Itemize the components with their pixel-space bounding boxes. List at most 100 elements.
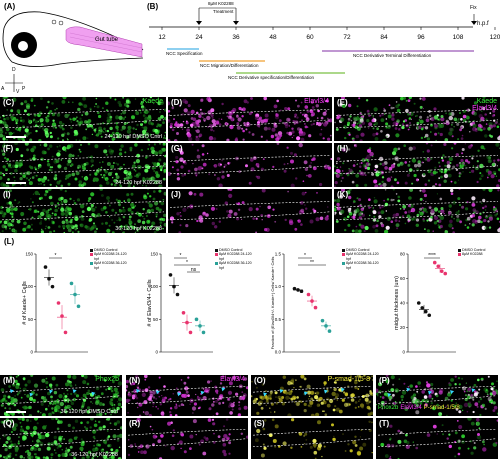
arrowhead-marker	[200, 390, 205, 395]
data-point	[47, 277, 51, 281]
data-point	[181, 311, 186, 315]
legend-text: 8µM K02288	[462, 252, 483, 257]
y-tick-label: 0	[402, 350, 405, 355]
legend-text: 8µM K02288 36-120 hpf	[219, 261, 252, 270]
data-point	[188, 330, 193, 335]
micrograph-panel: (T)	[376, 418, 498, 459]
data-point	[427, 313, 432, 318]
legend-swatch	[215, 252, 218, 256]
micrograph-panel: (R)	[126, 418, 248, 459]
panel-letter: (R)	[129, 419, 141, 428]
significance-label: ns	[191, 267, 197, 273]
arrowhead-marker	[428, 390, 433, 395]
axis-posterior-label: P	[22, 86, 26, 92]
arrowhead-marker	[29, 392, 34, 397]
marker-label: P-smad-1/5-8	[328, 376, 370, 383]
panel-letter: (C)	[3, 98, 15, 107]
panel-letter: (I)	[3, 190, 11, 199]
data-point	[313, 305, 318, 310]
condition-label: 24-120 hpf DMSO Cntrl	[104, 134, 162, 140]
arrowhead-marker	[340, 387, 345, 392]
data-point	[69, 281, 74, 286]
legend-text: DMSO Control	[462, 248, 486, 252]
significance-label: ****	[428, 253, 436, 259]
legend-swatch	[342, 252, 345, 256]
merge-marker-text: Elavl3/4	[400, 405, 422, 411]
micrograph-panel: (K)	[334, 189, 500, 233]
merge-marker-text: Phox2b	[378, 405, 399, 411]
legend-entry: 8µM K02288 24-120 hpf	[215, 252, 253, 261]
timeline-unit: h.p.f	[477, 21, 489, 27]
panel-letter: (K)	[337, 190, 349, 199]
scale-bar	[6, 411, 26, 413]
arrowhead-marker	[177, 392, 182, 397]
significance-label: *	[55, 253, 57, 259]
legend-swatch	[458, 252, 461, 256]
panel-letter: (E)	[337, 98, 348, 107]
legend-swatch	[458, 248, 461, 252]
legend-text: 8µM K02288 36-120 hpf	[94, 261, 127, 270]
y-axis-label: midgut thickness (um)	[394, 276, 400, 330]
y-tick-label: 50	[28, 317, 34, 322]
arrowhead-marker	[324, 389, 329, 394]
legend-entry: 8µM K02288	[458, 252, 496, 256]
micrograph-panel: (Q) 36-120 hpf K02288	[0, 418, 122, 459]
arrowhead-marker	[279, 389, 284, 394]
legend-swatch	[215, 248, 218, 252]
data-point	[432, 260, 437, 265]
micrograph-panel: (D) Elavl3/4	[168, 97, 332, 141]
micrograph-panel: (P)	[376, 375, 498, 416]
y-tick-label: 0.5	[275, 317, 282, 322]
y-tick-label: 1.0	[275, 284, 282, 289]
chart-axes	[407, 254, 456, 353]
timeline-tick-label: 72	[343, 34, 351, 41]
legend-entry: 8µM K02288 36-120 hpf	[90, 261, 128, 270]
fix-label: Fix	[470, 5, 477, 11]
scatter-chart: # of Kaede+ Cells 0 50 100 150 * DMSO Control 8…	[20, 246, 128, 373]
arrowhead-marker	[303, 391, 308, 396]
panel-letter: (M)	[3, 376, 15, 385]
arrowhead-marker	[450, 390, 455, 395]
arrowhead-marker	[91, 391, 96, 396]
y-tick-label: 50	[153, 317, 159, 322]
micrograph-panel: (G)	[168, 143, 332, 187]
axis-anterior-label: A	[1, 86, 5, 92]
legend-swatch	[90, 252, 93, 256]
data-point	[60, 314, 64, 318]
data-point	[43, 265, 48, 269]
legend-entry: 8µM K02288 24-120 hpf	[90, 252, 128, 261]
arrowhead-marker	[155, 390, 160, 395]
legend-entry: DMSO Control	[215, 248, 253, 252]
panel-b-letter: (B)	[147, 2, 159, 11]
legend-entry: DMSO Control	[458, 248, 496, 252]
significance-label: *	[304, 253, 306, 259]
panel-letter: (N)	[129, 376, 141, 385]
panel-letter: (F)	[3, 144, 14, 153]
legend-entry: 8µM K02288 36-120 hpf	[342, 261, 380, 270]
treatment-timeline: 12 24 36 48 60 72 84 96 108 120	[145, 0, 500, 95]
phase-label-migration: NCC Migration/Differentiation	[200, 63, 259, 68]
scatter-chart: # of Elavl3/4+ Cells 0 50 100 150 * * ns DMSO Co…	[145, 246, 253, 373]
legend-text: DMSO Control	[94, 248, 118, 252]
axis-dorsal-label: D	[12, 67, 16, 73]
panel-letter: (G)	[171, 144, 183, 153]
data-point	[443, 271, 448, 276]
legend-text: 8µM K02288 24-120 hpf	[219, 252, 252, 261]
y-tick-label: 100	[150, 284, 158, 289]
gut-tube-shape	[65, 26, 143, 58]
data-point	[306, 292, 311, 297]
y-tick-label: 20	[400, 325, 406, 330]
legend-entry: DMSO Control	[342, 248, 380, 252]
panel-letter: (D)	[171, 98, 183, 107]
micrograph-panel: (H)	[334, 143, 500, 187]
arrowhead-marker	[9, 389, 14, 394]
data-point	[292, 286, 297, 291]
y-axis-label: # of Elavl3/4+ Cells	[147, 279, 153, 326]
micrograph-panel: (C) Kaede 24-120 hpf DMSO Cntrl	[0, 97, 166, 141]
data-point	[420, 306, 425, 310]
data-point	[416, 301, 421, 305]
phase-label-specification: NCC Specification	[166, 51, 203, 56]
micrograph-panel: (O) P-smad-1/5-8	[251, 375, 373, 416]
panel-letter: (H)	[337, 144, 349, 153]
micrograph-panel: (F) 24-120 hpf K02288	[0, 143, 166, 187]
